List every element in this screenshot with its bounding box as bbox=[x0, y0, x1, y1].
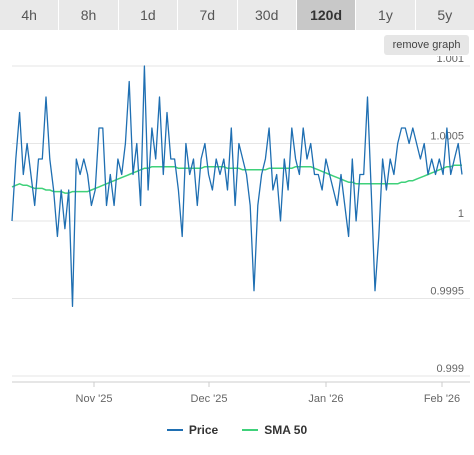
x-tick-label: Nov '25 bbox=[76, 393, 113, 405]
legend-price-swatch bbox=[166, 429, 183, 431]
range-tab-120d[interactable]: 120d bbox=[296, 0, 357, 30]
range-tab-5y[interactable]: 5y bbox=[415, 0, 474, 30]
range-selector: 4h 8h 1d 7d 30d 120d 1y 5y bbox=[0, 0, 474, 30]
x-axis-ticks: Nov '25 Dec '25 Jan '26 Feb '26 bbox=[76, 382, 460, 405]
range-tab-1y[interactable]: 1y bbox=[356, 0, 416, 30]
price-chart: Nov '25 Dec '25 Jan '26 Feb '26 0.999 0.9995… bbox=[11, 56, 470, 405]
range-tab-8h[interactable]: 8h bbox=[59, 0, 119, 30]
x-tick-label: Dec '25 bbox=[191, 393, 228, 405]
chart-grid bbox=[12, 65, 470, 383]
chart-legend: Price SMA 50 bbox=[0, 422, 474, 438]
legend-sma-label: SMA 50 bbox=[264, 423, 308, 437]
chart-series bbox=[11, 65, 463, 307]
x-tick-label: Jan '26 bbox=[308, 393, 343, 405]
range-tab-1d[interactable]: 1d bbox=[118, 0, 179, 30]
legend-sma-swatch bbox=[242, 429, 259, 431]
y-tick-label: 0.999 bbox=[436, 363, 464, 375]
y-tick-label: 1 bbox=[458, 208, 464, 220]
legend-item-price[interactable]: Price bbox=[166, 422, 219, 438]
price-series-line bbox=[11, 65, 463, 307]
y-tick-label: 0.9995 bbox=[430, 286, 464, 298]
range-tab-7d[interactable]: 7d bbox=[178, 0, 238, 30]
range-tab-4h[interactable]: 4h bbox=[0, 0, 60, 30]
legend-item-sma[interactable]: SMA 50 bbox=[242, 422, 307, 438]
legend-price-label: Price bbox=[188, 423, 219, 437]
remove-graph-button[interactable]: remove graph bbox=[384, 35, 469, 55]
range-tab-30d[interactable]: 30d bbox=[237, 0, 297, 30]
y-tick-label: 1.001 bbox=[436, 56, 464, 65]
x-tick-label: Feb '26 bbox=[424, 393, 460, 405]
